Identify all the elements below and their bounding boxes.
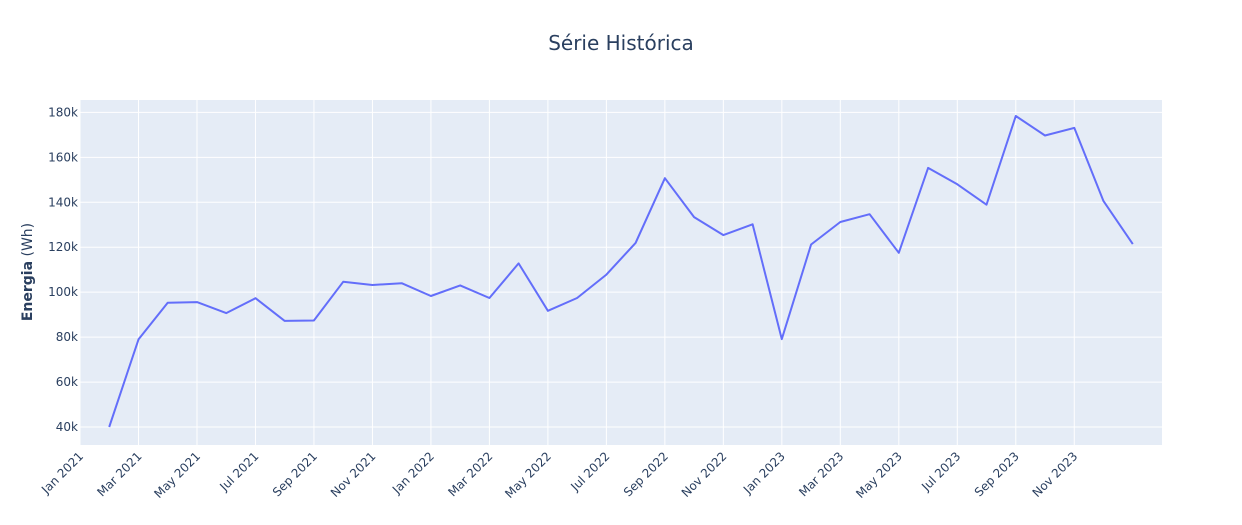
x-axis-tick-labels: Jan 2021 Mar 2021 May 2021 Jul 2021 Sep 2021… (38, 449, 1080, 501)
y-tick-label: 60k (56, 375, 78, 389)
x-tick-label: Mar 2023 (796, 449, 846, 499)
y-axis-tick-labels: 40k 60k 80k 100k 120k 140k 160k 180k (48, 105, 78, 434)
y-tick-label: 160k (48, 150, 78, 164)
x-tick-label: Nov 2021 (328, 449, 379, 500)
x-tick-label: Jan 2023 (740, 449, 788, 497)
y-tick-label: 120k (48, 240, 78, 254)
x-tick-label: Nov 2023 (1030, 449, 1081, 500)
x-tick-label: Sep 2021 (270, 449, 320, 499)
y-axis-label-unit: (Wh) (20, 223, 36, 261)
x-tick-label: May 2022 (502, 449, 554, 501)
y-gridlines (80, 111, 1162, 428)
x-tick-label: Jul 2023 (918, 449, 963, 494)
y-axis-label-main: Energia (20, 261, 36, 321)
y-tick-label: 140k (48, 195, 78, 209)
x-tick-label: Mar 2021 (94, 449, 144, 499)
x-tick-label: May 2023 (853, 449, 905, 501)
y-tick-label: 100k (48, 285, 78, 299)
x-tick-label: Jan 2021 (38, 449, 86, 497)
x-tick-label: Mar 2022 (445, 449, 495, 499)
y-tick-label: 180k (48, 105, 78, 119)
x-tick-label: Jul 2021 (216, 449, 261, 494)
x-tick-label: Nov 2022 (679, 449, 730, 500)
x-tick-label: May 2021 (151, 449, 203, 501)
chart-title: Série Histórica (548, 31, 694, 55)
x-tick-label: Jan 2022 (389, 449, 437, 497)
y-tick-label: 40k (56, 420, 78, 434)
x-tick-label: Sep 2022 (621, 449, 671, 499)
y-axis-label: Energia (Wh) (20, 223, 36, 321)
x-tick-label: Sep 2023 (972, 449, 1022, 499)
x-tick-label: Jul 2022 (567, 449, 612, 494)
series-line (108, 115, 1134, 428)
y-tick-label: 80k (56, 330, 78, 344)
plot-area (80, 100, 1162, 445)
